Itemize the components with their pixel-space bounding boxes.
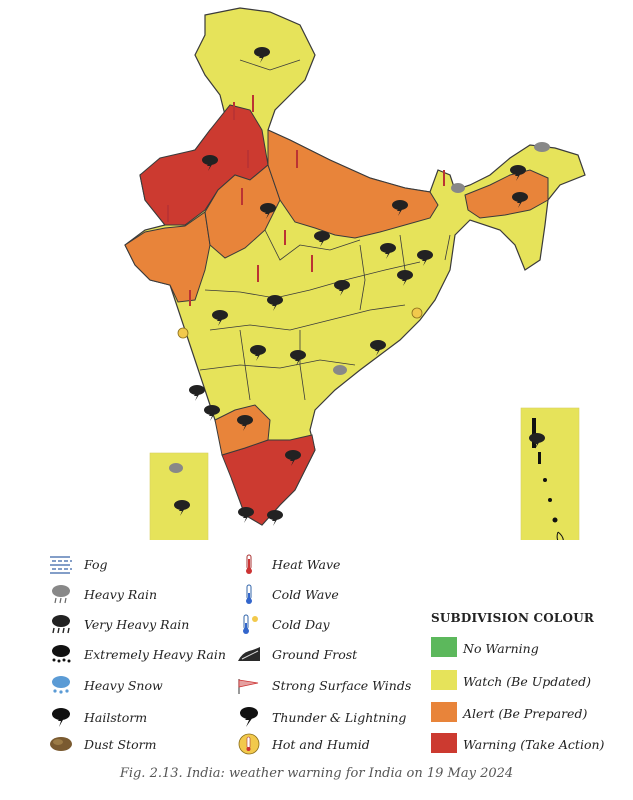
extremely-heavy-rain-icon	[52, 645, 71, 663]
legend-label-hot-humid: Hot and Humid	[272, 736, 370, 752]
map-icons	[167, 47, 550, 526]
cold-day-icon	[243, 614, 258, 634]
legend-item-heavy-rain: Heavy Rain	[48, 583, 157, 605]
swatch-warning	[431, 733, 457, 753]
legend-label-hailstorm: Hailstorm	[84, 709, 148, 725]
swatch-label-watch: Watch (Be Updated)	[463, 674, 591, 689]
india-weather-warning-map	[124, 7, 586, 540]
swatch-no-warning	[431, 637, 457, 657]
legend-label-cold-day: Cold Day	[272, 616, 330, 632]
swatch-label-warning: Warning (Take Action)	[463, 737, 605, 752]
legend-item-hot-humid: Hot and Humid	[236, 733, 370, 755]
strong-winds-icon	[238, 679, 259, 694]
heat-wave-icon	[246, 554, 252, 574]
legend-label-cold-wave: Cold Wave	[272, 586, 339, 602]
very-heavy-rain-icon	[52, 615, 70, 634]
region-alert-north-belt	[267, 129, 439, 239]
legend-label-thunder-lightning: Thunder & Lightning	[272, 709, 407, 725]
legend-item-strong-winds: Strong Surface Winds	[236, 674, 411, 696]
legend-label-ground-frost: Ground Frost	[272, 646, 358, 662]
legend-label-dust-storm: Dust Storm	[84, 736, 157, 752]
thunder-lightning-icon	[240, 707, 258, 727]
hailstorm-icon	[52, 708, 70, 727]
region-alert-northeast	[464, 169, 549, 219]
swatch-label-no-warning: No Warning	[463, 641, 539, 656]
legend-item-hailstorm: Hailstorm	[48, 706, 147, 728]
legend-label-heat-wave: Heat Wave	[272, 556, 341, 572]
legend-item-very-heavy-rain: Very Heavy Rain	[48, 613, 189, 635]
legend-label-strong-winds: Strong Surface Winds	[272, 677, 412, 693]
legend-label-fog: Fog	[84, 556, 108, 572]
region-alert-karnataka	[214, 404, 271, 456]
legend-item-heat-wave: Heat Wave	[236, 553, 340, 575]
legend-item-cold-day: Cold Day	[236, 613, 330, 635]
legend-item-cold-wave: Cold Wave	[236, 583, 339, 605]
subdivision-borders	[199, 59, 451, 401]
legend-item-extremely-heavy-rain: Extremely Heavy Rain	[48, 643, 226, 665]
swatch-watch	[431, 670, 457, 690]
legend-item-ground-frost: Ground Frost	[236, 643, 357, 665]
dust-storm-icon	[50, 737, 72, 751]
cold-wave-icon	[246, 584, 252, 604]
swatch-label-alert: Alert (Be Prepared)	[463, 706, 588, 721]
figure-caption: Fig. 2.13. India: weather warning for In…	[119, 766, 514, 781]
legend-item-dust-storm: Dust Storm	[48, 733, 156, 755]
legend-label-extremely-heavy-rain: Extremely Heavy Rain	[84, 646, 226, 662]
legend-item-thunder-lightning: Thunder & Lightning	[236, 706, 406, 728]
swatch-alert	[431, 702, 457, 722]
region-alert-gujarat	[124, 211, 211, 303]
legend-label-heavy-rain: Heavy Rain	[84, 586, 158, 602]
subdivision-colour-title: SUBDIVISION COLOUR	[431, 611, 595, 625]
hot-humid-icon	[238, 733, 260, 755]
inset-andaman-nicobar	[520, 407, 580, 540]
legend-label-heavy-snow: Heavy Snow	[84, 677, 163, 693]
heavy-rain-icon	[52, 585, 70, 604]
ground-frost-icon	[238, 647, 260, 661]
legend-item-fog: Fog	[48, 553, 108, 575]
fog-icon	[50, 556, 72, 574]
legend-item-heavy-snow: Heavy Snow	[48, 674, 163, 696]
andaman-islands	[532, 418, 564, 540]
legend-label-very-heavy-rain: Very Heavy Rain	[84, 616, 190, 632]
heavy-snow-icon	[52, 676, 70, 694]
